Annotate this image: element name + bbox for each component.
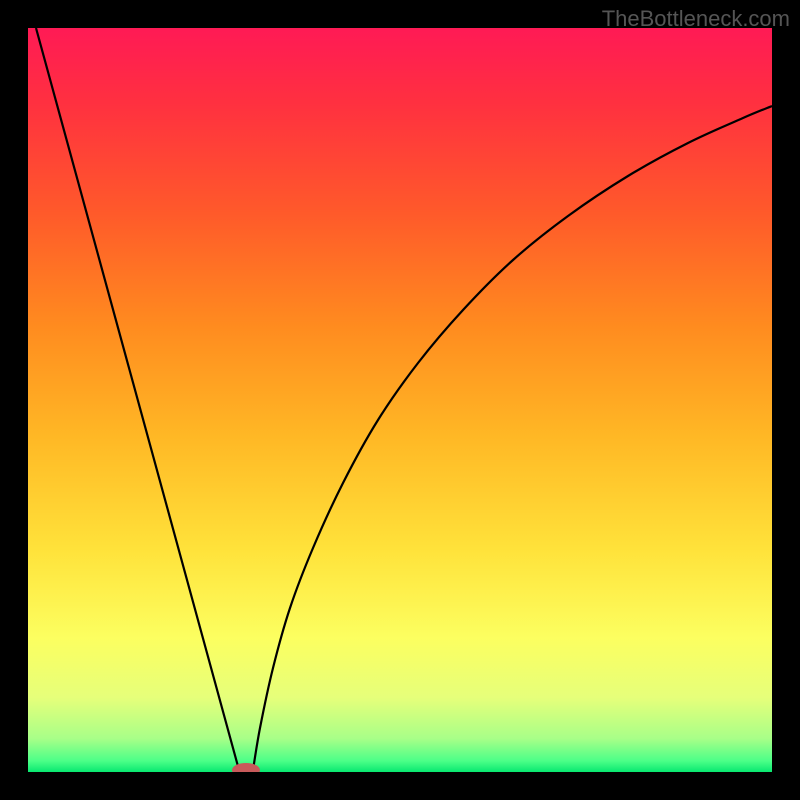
bottleneck-curve (28, 28, 772, 772)
plot-area (28, 28, 772, 772)
minimum-marker (232, 763, 260, 772)
chart-frame: TheBottleneck.com (0, 0, 800, 800)
curve-left-branch (36, 28, 239, 770)
curve-right-branch (253, 106, 772, 770)
